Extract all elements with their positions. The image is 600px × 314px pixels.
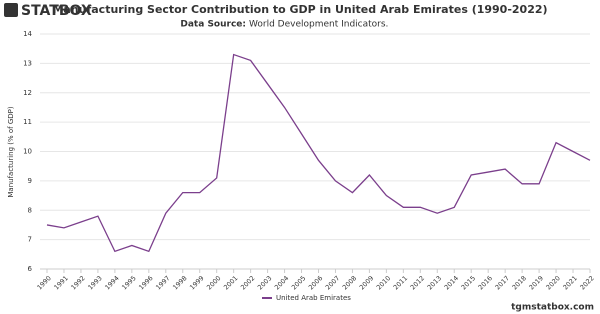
x-tick-label: 2013 (426, 274, 443, 291)
x-tick-label: 1993 (86, 274, 103, 291)
x-tick-label: 1996 (137, 274, 154, 291)
y-tick-label: 8 (28, 206, 32, 214)
x-tick-label: 1992 (69, 274, 86, 291)
y-tick-label: 6 (28, 265, 33, 273)
y-tick-label: 12 (23, 89, 32, 97)
legend-label: United Arab Emirates (276, 294, 351, 302)
x-tick-label: 1997 (154, 274, 171, 291)
x-tick-label: 2018 (511, 274, 528, 291)
y-tick-label: 11 (23, 118, 32, 126)
x-tick-label: 2007 (324, 274, 341, 291)
y-axis-label: Manufacturing (% of GDP) (7, 106, 15, 198)
x-tick-label: 2002 (239, 274, 256, 291)
x-tick-label: 2010 (375, 274, 392, 291)
x-tick-label: 2008 (341, 274, 358, 291)
x-tick-label: 2019 (528, 274, 545, 291)
x-tick-label: 1990 (35, 274, 52, 291)
x-tick-label: 2015 (460, 274, 477, 291)
y-tick-label: 9 (28, 177, 32, 185)
y-tick-label: 13 (23, 59, 32, 67)
x-tick-label: 1999 (188, 274, 205, 291)
x-tick-label: 2009 (358, 274, 375, 291)
x-tick-label: 2011 (392, 274, 409, 291)
x-tick-label: 1995 (120, 274, 137, 291)
x-tick-label: 2006 (307, 274, 324, 291)
x-tick-label: 2003 (256, 274, 273, 291)
x-tick-label: 2021 (562, 274, 579, 291)
x-tick-label: 2005 (290, 274, 307, 291)
y-tick-label: 14 (23, 30, 32, 38)
source: World Development Indicators. (249, 20, 388, 30)
x-tick-label: 1998 (171, 274, 188, 291)
x-tick-label: 2017 (494, 274, 511, 291)
x-tick-label: 2020 (545, 274, 562, 291)
y-tick-label: 10 (23, 148, 32, 156)
chart-title: Manufacturing Sector Contribution to GDP… (52, 3, 547, 16)
x-tick-label: 1994 (103, 274, 120, 291)
x-tick-label: 2000 (205, 274, 222, 291)
x-tick-label: 2001 (222, 274, 239, 291)
x-tick-label: 2016 (477, 274, 494, 291)
footer: tgmstatbox.com (511, 303, 594, 313)
x-tick-label: 2022 (578, 274, 595, 291)
x-tick-label: 1991 (52, 274, 69, 291)
source-label: Data Source: (180, 20, 246, 30)
logo: STATBOX (21, 3, 92, 19)
x-tick-label: 2012 (409, 274, 426, 291)
y-tick-label: 7 (28, 236, 32, 244)
x-tick-label: 2004 (273, 274, 290, 291)
x-tick-label: 2014 (443, 274, 460, 291)
logo-icon (4, 3, 18, 17)
series-line (46, 53, 591, 253)
